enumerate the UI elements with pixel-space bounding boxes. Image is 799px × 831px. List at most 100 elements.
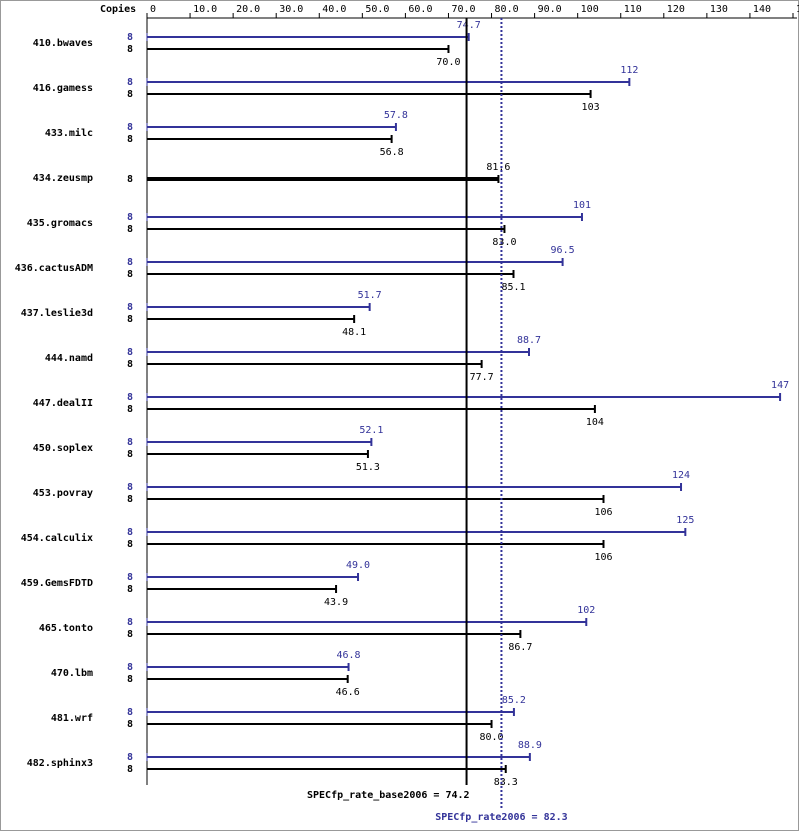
copies-label: 8 <box>127 719 133 730</box>
value-label: 57.8 <box>384 110 408 121</box>
copies-label: 8 <box>127 212 133 223</box>
x-tick-label: 60.0 <box>408 4 432 15</box>
copies-label: 8 <box>127 392 133 403</box>
copies-label: 8 <box>127 134 133 145</box>
value-label: 43.9 <box>324 597 348 608</box>
value-label: 46.8 <box>337 650 361 661</box>
value-label: 56.8 <box>380 147 404 158</box>
benchmark-label: 435.gromacs <box>27 218 93 229</box>
value-label: 104 <box>586 417 604 428</box>
x-tick-label: 150 <box>796 4 799 15</box>
x-tick-label: 30.0 <box>279 4 303 15</box>
value-label: 147 <box>771 380 789 391</box>
value-label: 125 <box>676 515 694 526</box>
benchmark-label: 436.cactusADM <box>15 263 93 274</box>
value-label: 96.5 <box>551 245 575 256</box>
value-label: 88.9 <box>518 740 542 751</box>
value-label: 85.1 <box>501 282 525 293</box>
copies-label: 8 <box>127 32 133 43</box>
value-label: 70.0 <box>436 57 460 68</box>
x-tick-label: 140 <box>753 4 771 15</box>
benchmark-label: 434.zeusmp <box>33 173 93 184</box>
copies-label: 8 <box>127 359 133 370</box>
x-tick-label: 70.0 <box>451 4 475 15</box>
copies-label: 8 <box>127 257 133 268</box>
benchmark-label: 433.milc <box>45 127 93 139</box>
benchmark-label: 482.sphinx3 <box>27 757 93 769</box>
copies-label: 8 <box>127 314 133 325</box>
copies-label: 8 <box>127 674 133 685</box>
value-label: 74.7 <box>457 20 481 31</box>
benchmark-label: 437.leslie3d <box>21 307 93 319</box>
value-label: 51.7 <box>358 290 382 301</box>
x-tick-label: 0 <box>150 4 156 15</box>
value-label: 88.7 <box>517 335 541 346</box>
copies-label: 8 <box>127 482 133 493</box>
copies-label: 8 <box>127 122 133 133</box>
value-label: 48.1 <box>342 327 366 338</box>
value-label: 124 <box>672 470 690 481</box>
reference-label: SPECfp_rate2006 = 82.3 <box>435 812 567 823</box>
value-label: 101 <box>573 200 591 211</box>
x-tick-label: 120 <box>667 4 685 15</box>
benchmark-label: 447.dealII <box>33 398 93 409</box>
copies-label: 8 <box>127 584 133 595</box>
copies-label: 8 <box>127 269 133 280</box>
x-tick-label: 80.0 <box>495 4 519 15</box>
x-tick-label: 130 <box>710 4 728 15</box>
value-label: 112 <box>620 65 638 76</box>
copies-label: 8 <box>127 44 133 55</box>
benchmark-label: 454.calculix <box>21 532 93 544</box>
benchmark-label: 470.lbm <box>51 668 93 679</box>
value-label: 83.0 <box>492 237 516 248</box>
value-label: 83.3 <box>494 777 518 788</box>
benchmark-label: 444.namd <box>45 353 93 364</box>
x-tick-label: 50.0 <box>365 4 389 15</box>
copies-label: 8 <box>127 752 133 763</box>
copies-label: 8 <box>127 224 133 235</box>
benchmark-label: 416.gamess <box>33 83 93 94</box>
copies-label: 8 <box>127 77 133 88</box>
reference-label: SPECfp_rate_base2006 = 74.2 <box>307 790 470 801</box>
copies-label: 8 <box>127 437 133 448</box>
value-label: 81.6 <box>486 162 510 173</box>
copies-label: 8 <box>127 174 133 185</box>
copies-label: 8 <box>127 764 133 775</box>
benchmark-label: 450.soplex <box>33 443 93 454</box>
value-label: 103 <box>582 102 600 113</box>
value-label: 46.6 <box>336 687 360 698</box>
value-label: 51.3 <box>356 462 380 473</box>
copies-label: 8 <box>127 449 133 460</box>
value-label: 85.2 <box>502 695 526 706</box>
x-tick-label: 40.0 <box>322 4 346 15</box>
benchmark-label: 459.GemsFDTD <box>21 578 93 589</box>
benchmark-label: 465.tonto <box>39 623 93 634</box>
copies-label: 8 <box>127 572 133 583</box>
value-label: 106 <box>594 507 612 518</box>
copies-label: 8 <box>127 302 133 313</box>
value-label: 86.7 <box>508 642 532 653</box>
copies-label: 8 <box>127 539 133 550</box>
copies-label: 8 <box>127 629 133 640</box>
copies-label: 8 <box>127 527 133 538</box>
copies-label: 8 <box>127 89 133 100</box>
x-tick-label: 110 <box>624 4 642 15</box>
axis-label: Copies <box>100 3 136 15</box>
x-tick-label: 100 <box>581 4 599 15</box>
copies-label: 8 <box>127 617 133 628</box>
copies-label: 8 <box>127 404 133 415</box>
value-label: 52.1 <box>359 425 383 436</box>
value-label: 49.0 <box>346 560 370 571</box>
copies-label: 8 <box>127 494 133 505</box>
benchmark-label: 453.povray <box>33 488 93 499</box>
copies-label: 8 <box>127 707 133 718</box>
benchmark-label: 481.wrf <box>51 713 93 724</box>
value-label: 106 <box>594 552 612 563</box>
copies-label: 8 <box>127 347 133 358</box>
x-tick-label: 10.0 <box>193 4 217 15</box>
benchmark-label: 410.bwaves <box>33 38 93 49</box>
x-tick-label: 20.0 <box>236 4 260 15</box>
